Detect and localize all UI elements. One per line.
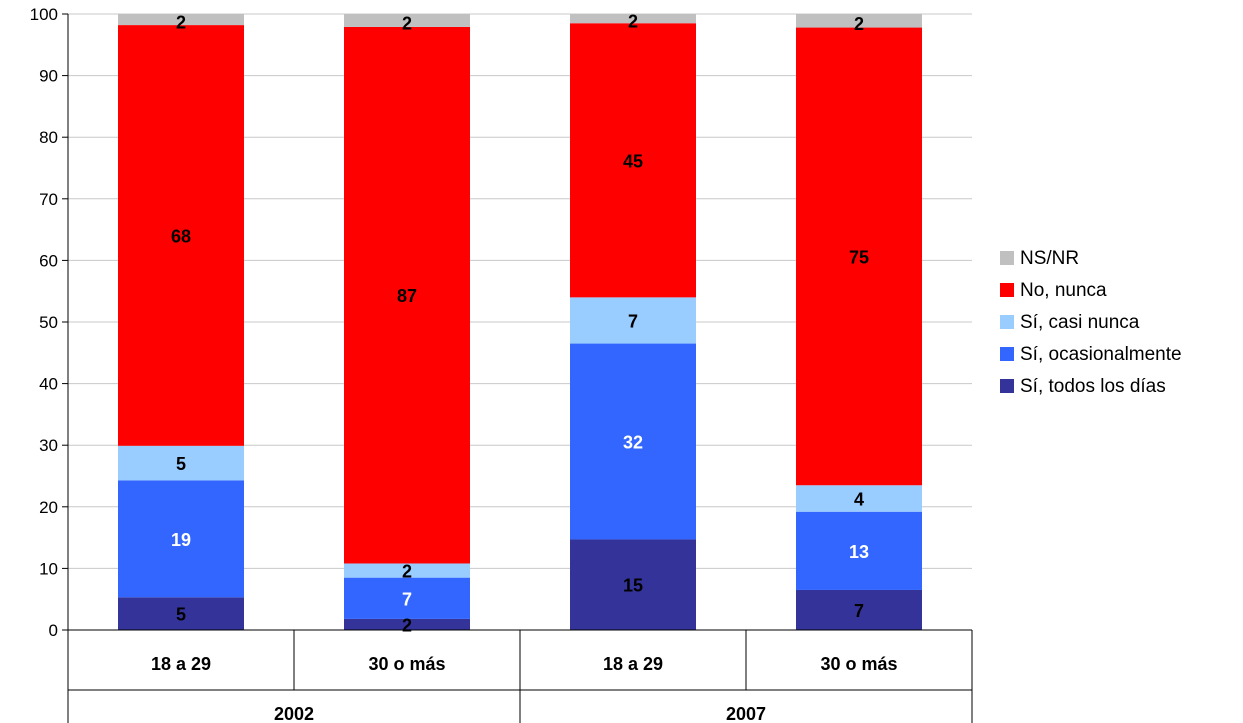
x-tick-label: 18 a 29 [603, 654, 663, 674]
data-label: 7 [854, 601, 864, 621]
y-tick-label: 30 [39, 436, 58, 455]
bars [118, 14, 922, 630]
y-tick-label: 50 [39, 313, 58, 332]
group-label: 2007 [726, 704, 766, 723]
legend-swatch [1000, 379, 1014, 393]
bar-segment [570, 343, 696, 540]
y-tick-label: 90 [39, 67, 58, 86]
legend-swatch [1000, 347, 1014, 361]
data-label: 2 [402, 13, 412, 33]
data-labels: 5 19 5 68 2 2 7 2 87 2 15 32 7 45 2 7 13 4 75 2 [171, 12, 869, 636]
data-label: 7 [402, 589, 412, 609]
data-label: 15 [623, 576, 643, 596]
data-label: 7 [628, 311, 638, 331]
bar-segment [344, 26, 470, 564]
data-label: 2 [176, 13, 186, 33]
bar-segment [344, 577, 470, 619]
bar-segment [118, 597, 244, 630]
bar-segment [570, 297, 696, 344]
x-tick-label: 18 a 29 [151, 654, 211, 674]
data-label: 2 [628, 12, 638, 32]
bar-segment [796, 27, 922, 486]
bar-segment [118, 480, 244, 598]
bar-segment [344, 14, 470, 27]
bar-segment [796, 589, 922, 630]
legend-label: Sí, todos los días [1020, 376, 1166, 397]
bar-segment [796, 511, 922, 590]
data-label: 2 [402, 615, 412, 635]
legend-label: Sí, casi nunca [1020, 312, 1140, 333]
group-label: 2002 [274, 704, 314, 723]
y-tick-label: 0 [49, 621, 58, 640]
y-tick-label: 20 [39, 498, 58, 517]
legend-label: NS/NR [1020, 248, 1079, 269]
data-label: 5 [176, 605, 186, 625]
data-label: 2 [854, 14, 864, 34]
data-label: 87 [397, 286, 417, 306]
legend-swatch [1000, 251, 1014, 265]
y-tick-label: 100 [30, 5, 58, 24]
legend-label: Sí, ocasionalmente [1020, 344, 1182, 365]
bar-segment [118, 445, 244, 481]
bar-segment [344, 618, 470, 630]
x-tick-label: 30 o más [820, 654, 897, 674]
bar-segment [570, 23, 696, 298]
data-label: 32 [623, 433, 643, 453]
data-label: 4 [854, 489, 864, 509]
axes: 0 10 20 30 40 50 60 70 80 90 100 18 a 29 30 o más 18 … [30, 5, 973, 723]
data-label: 13 [849, 542, 869, 562]
legend-swatch [1000, 283, 1014, 297]
y-tick-label: 70 [39, 190, 58, 209]
legend: NS/NR No, nunca Sí, casi nunca Sí, ocasiona… [1000, 248, 1182, 397]
bar-segment [118, 14, 244, 26]
bar-segment [796, 485, 922, 512]
data-label: 2 [402, 562, 412, 582]
bar-segment [118, 25, 244, 446]
bar-segment [344, 563, 470, 578]
x-tick-label: 30 o más [368, 654, 445, 674]
bar-segment [570, 539, 696, 630]
data-label: 45 [623, 151, 643, 171]
legend-label: No, nunca [1020, 280, 1107, 301]
legend-swatch [1000, 315, 1014, 329]
data-label: 19 [171, 530, 191, 550]
bar-segment [796, 14, 922, 28]
y-tick-label: 80 [39, 128, 58, 147]
y-tick-label: 10 [39, 559, 58, 578]
data-label: 5 [176, 454, 186, 474]
y-tick-label: 40 [39, 375, 58, 394]
data-label: 68 [171, 226, 191, 246]
y-tick-label: 60 [39, 251, 58, 270]
bar-segment [570, 14, 696, 24]
data-label: 75 [849, 247, 869, 267]
